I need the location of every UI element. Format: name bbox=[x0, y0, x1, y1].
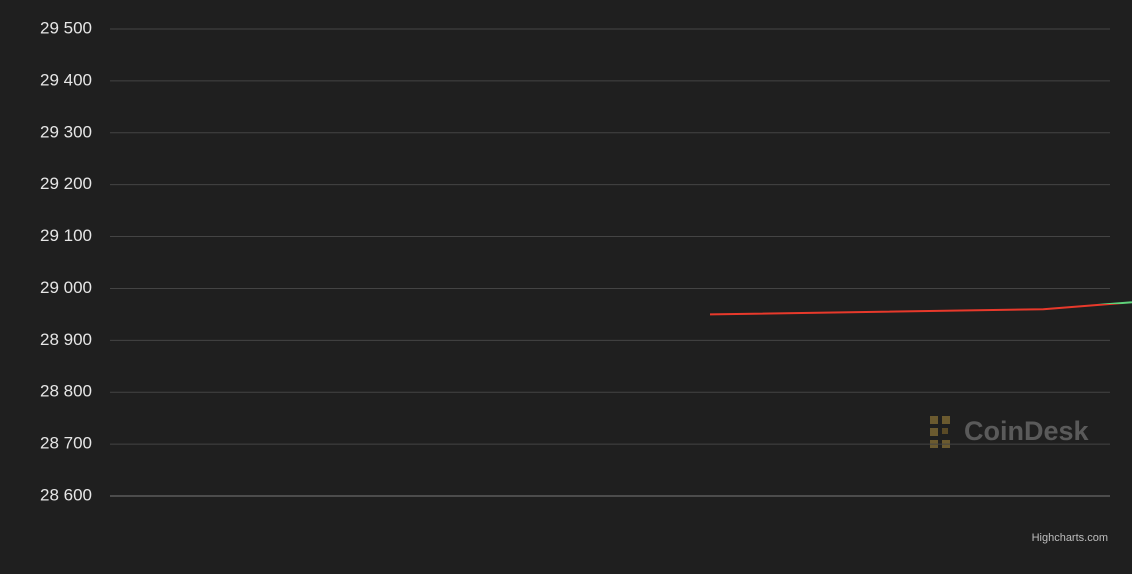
y-tick-label: 29 000 bbox=[40, 278, 92, 297]
y-tick-label: 28 600 bbox=[40, 485, 92, 504]
y-tick-label: 28 800 bbox=[40, 382, 92, 401]
y-tick-label: 29 200 bbox=[40, 174, 92, 193]
y-tick-label: 29 400 bbox=[40, 70, 92, 89]
credits: Highcharts.com bbox=[1032, 532, 1108, 544]
watermark-text: CoinDesk bbox=[964, 416, 1090, 446]
y-tick-label: 29 100 bbox=[40, 226, 92, 245]
y-tick-label: 28 900 bbox=[40, 330, 92, 349]
y-tick-label: 28 700 bbox=[40, 434, 92, 453]
y-tick-label: 29 300 bbox=[40, 122, 92, 141]
y-tick-label: 29 500 bbox=[40, 18, 92, 37]
watermark bbox=[930, 416, 950, 448]
price-line bbox=[709, 301, 1132, 316]
